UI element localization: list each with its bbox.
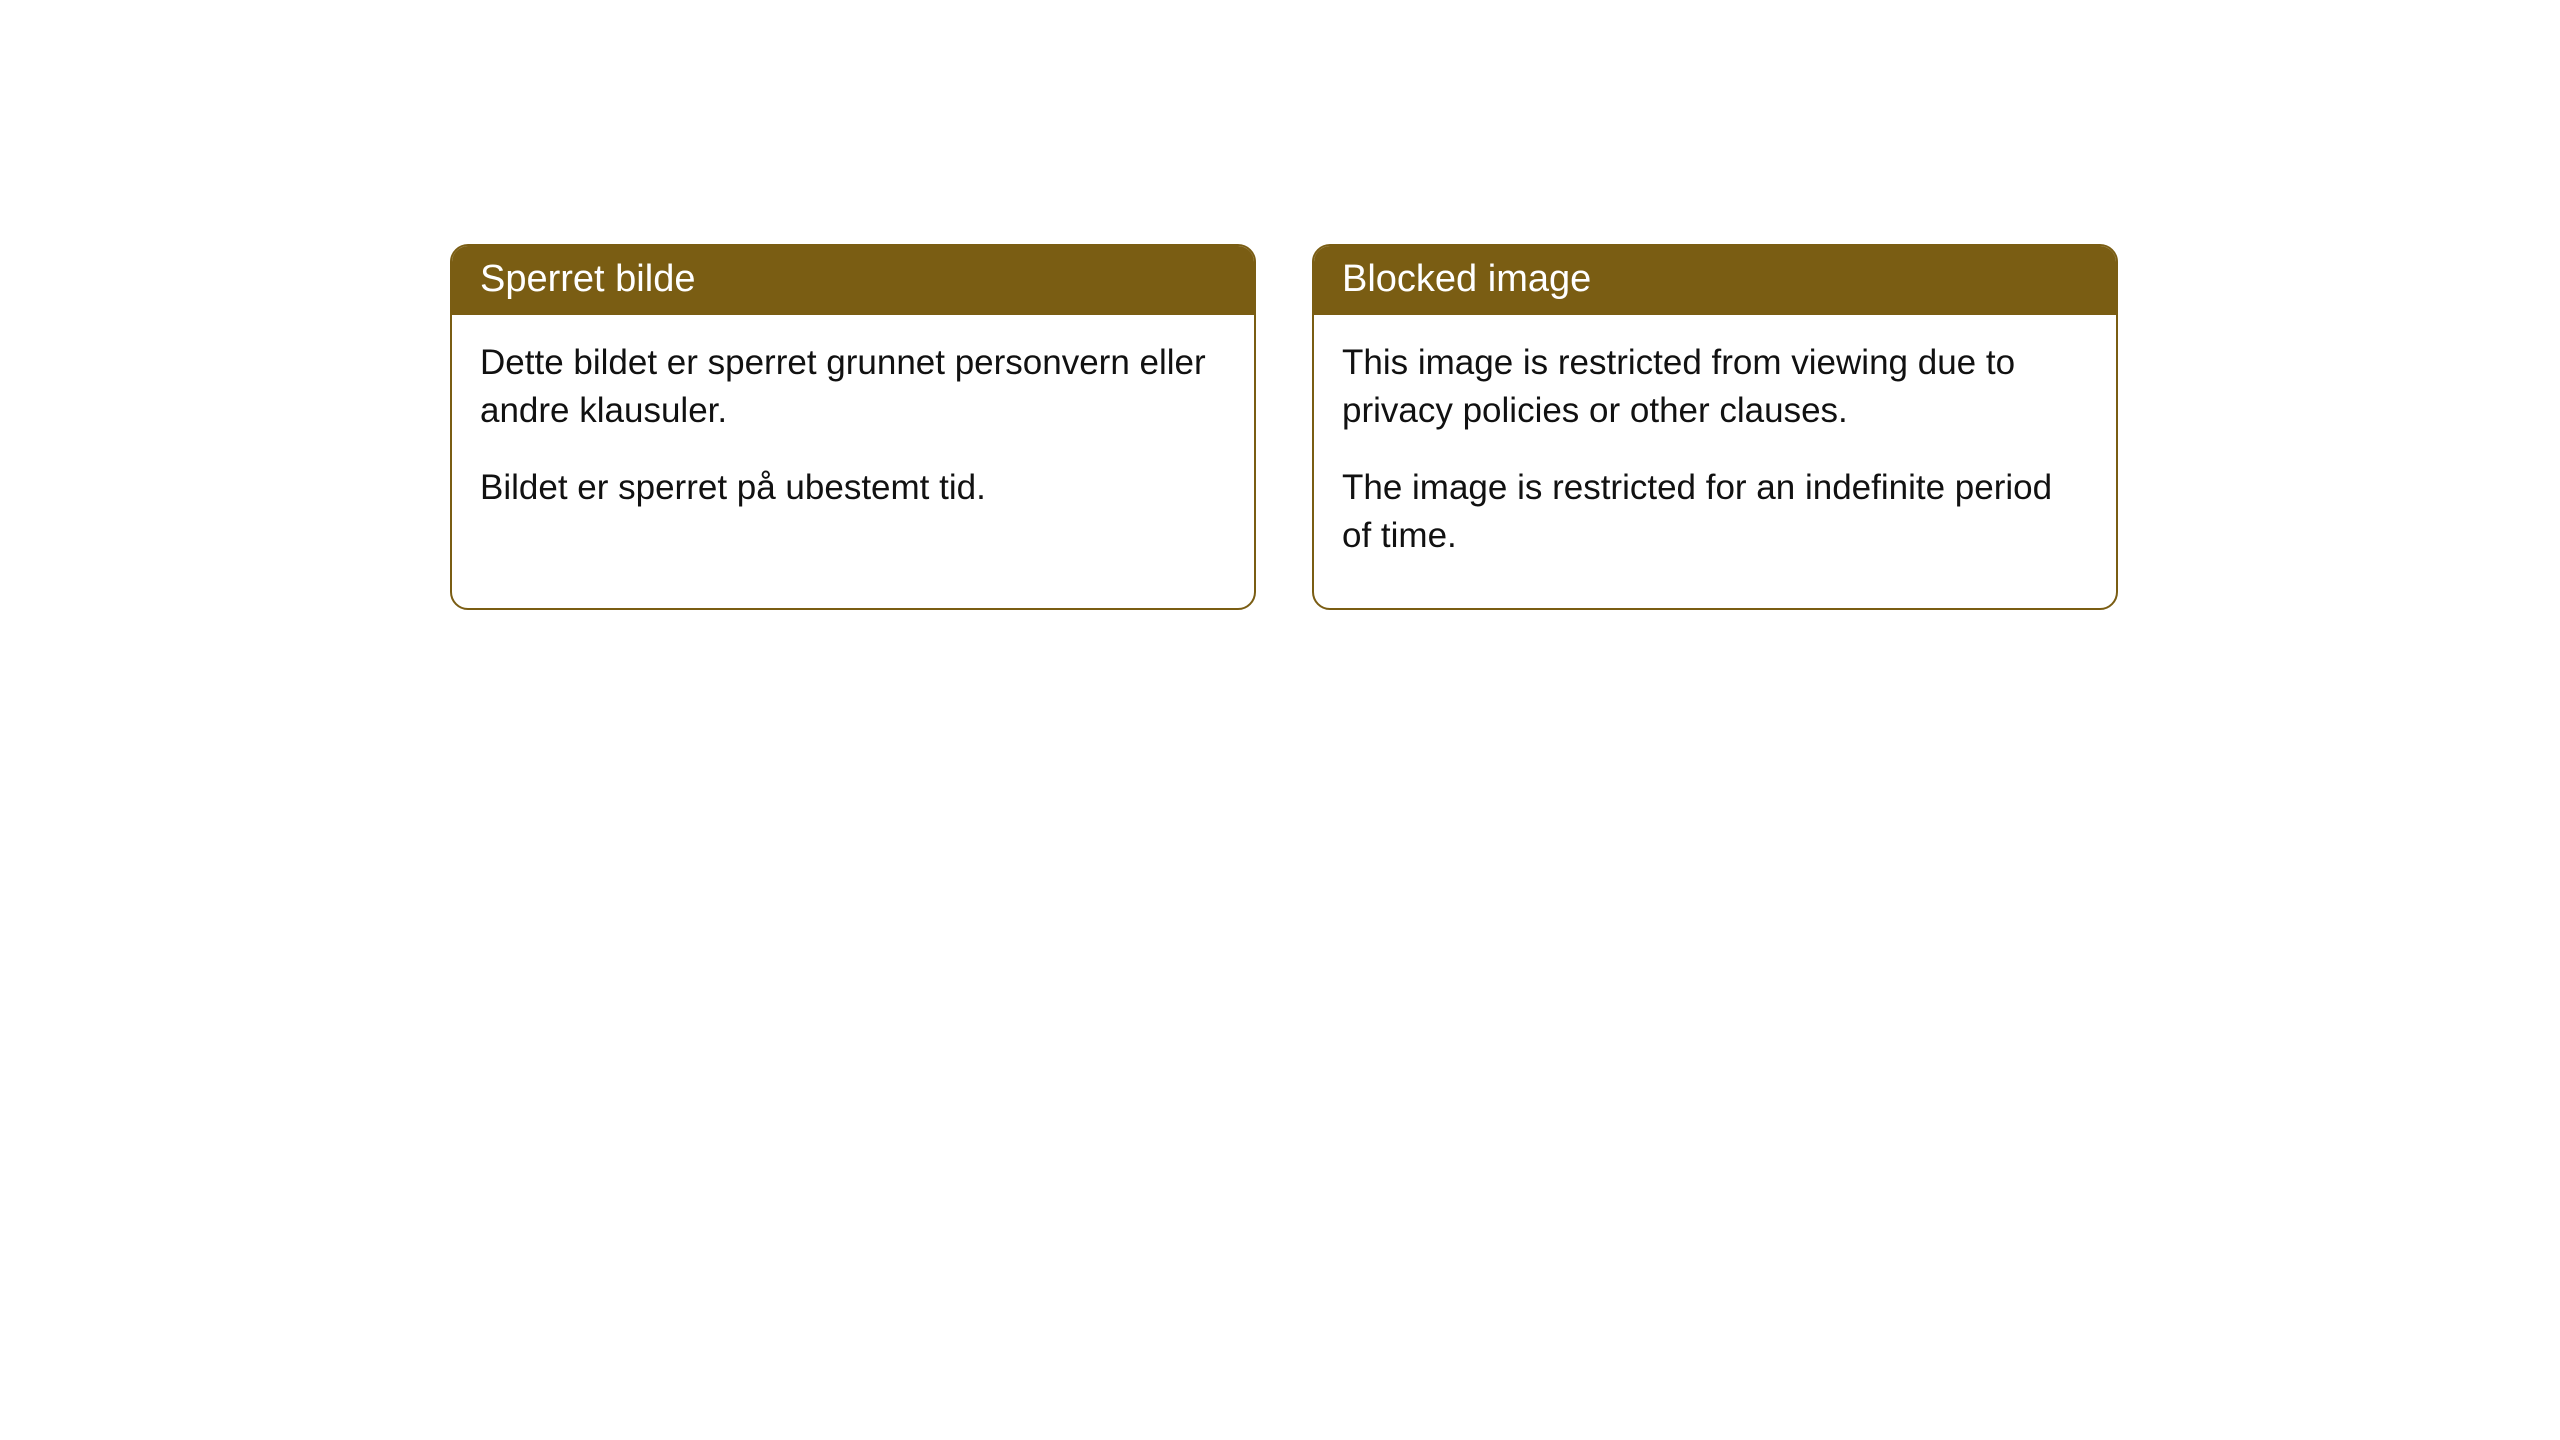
notice-cards-container: Sperret bilde Dette bildet er sperret gr… bbox=[450, 244, 2118, 610]
card-title: Sperret bilde bbox=[480, 258, 695, 300]
card-paragraph: The image is restricted for an indefinit… bbox=[1342, 464, 2088, 561]
card-paragraph: Dette bildet er sperret grunnet personve… bbox=[480, 339, 1226, 436]
card-paragraph: This image is restricted from viewing du… bbox=[1342, 339, 2088, 436]
card-norwegian: Sperret bilde Dette bildet er sperret gr… bbox=[450, 244, 1256, 610]
card-english: Blocked image This image is restricted f… bbox=[1312, 244, 2118, 610]
card-header-english: Blocked image bbox=[1314, 246, 2116, 315]
card-header-norwegian: Sperret bilde bbox=[452, 246, 1254, 315]
card-body-english: This image is restricted from viewing du… bbox=[1314, 315, 2116, 608]
card-paragraph: Bildet er sperret på ubestemt tid. bbox=[480, 464, 1226, 512]
card-title: Blocked image bbox=[1342, 258, 1591, 300]
card-body-norwegian: Dette bildet er sperret grunnet personve… bbox=[452, 315, 1254, 560]
